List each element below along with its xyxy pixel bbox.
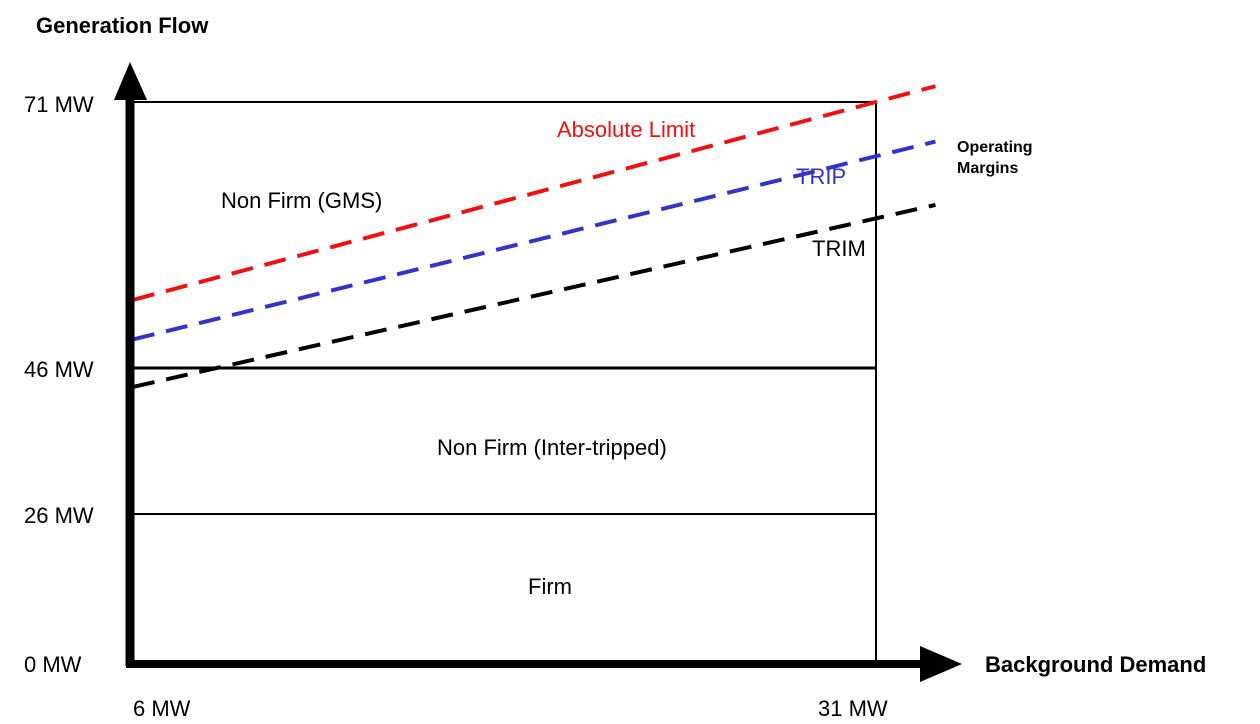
y-tick-46: 46 MW (24, 357, 94, 382)
trip-label: TRIP (796, 164, 846, 189)
trip-line (132, 139, 936, 342)
region-label-firm: Firm (528, 574, 572, 599)
x-axis-arrowhead (920, 646, 962, 682)
trim-line (132, 202, 936, 389)
y-axis-title: Generation Flow (36, 13, 209, 38)
chart-frame (132, 101, 877, 666)
operating-margins-label-line2: Margins (957, 160, 1018, 177)
y-tick-71: 71 MW (24, 92, 94, 117)
absolute-limit-label: Absolute Limit (557, 117, 695, 142)
region-label-inter-tripped: Non Firm (Inter-tripped) (437, 435, 667, 460)
trim-label: TRIM (812, 236, 866, 261)
x-tick-31: 31 MW (818, 696, 888, 721)
y-axis-arrowhead (114, 62, 147, 100)
y-tick-26: 26 MW (24, 503, 94, 528)
operating-margins-label-line1: Operating (957, 139, 1033, 156)
absolute-limit-line (132, 84, 936, 302)
x-axis-title: Background Demand (985, 652, 1206, 677)
x-tick-6: 6 MW (133, 696, 191, 721)
region-label-gms: Non Firm (GMS) (221, 188, 382, 213)
y-tick-0: 0 MW (24, 652, 82, 677)
